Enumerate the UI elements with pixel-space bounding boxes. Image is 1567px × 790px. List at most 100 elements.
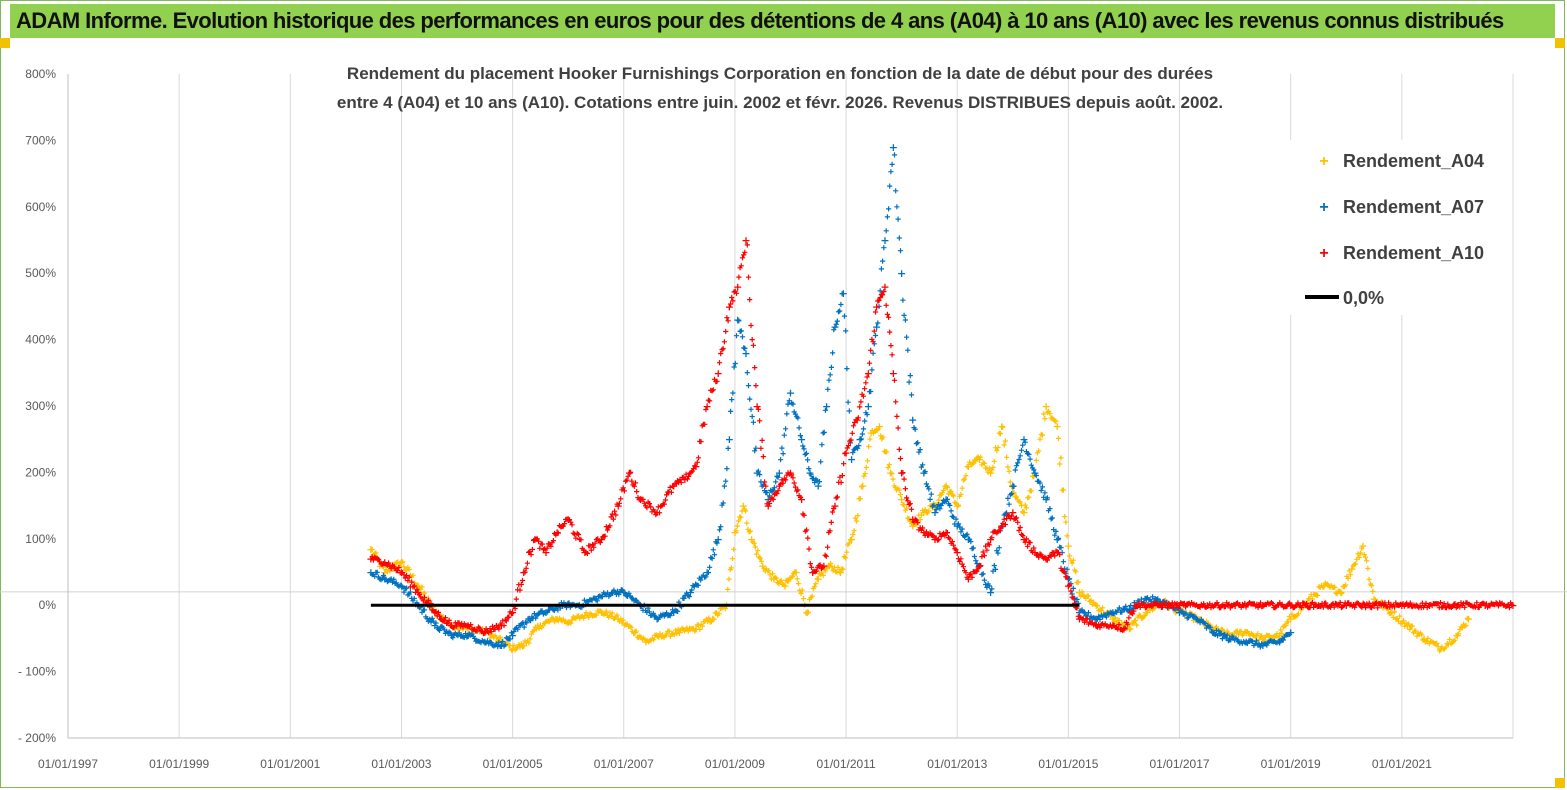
- data-point: +: [858, 480, 867, 493]
- data-point: +: [797, 433, 806, 446]
- banner-title: ADAM Informe. Evolution historique des p…: [10, 4, 1555, 38]
- data-point: +: [830, 500, 839, 513]
- data-point: +: [1030, 466, 1039, 479]
- data-point: +: [822, 400, 831, 413]
- data-point: +: [1019, 506, 1028, 519]
- data-point: +: [825, 559, 834, 572]
- data-point: +: [808, 566, 817, 579]
- data-point: +: [886, 466, 895, 479]
- data-point: +: [591, 593, 600, 606]
- x-tick-label: 01/01/2007: [594, 757, 654, 771]
- legend-label-zero: 0,0%: [1343, 288, 1384, 308]
- data-point: +: [841, 446, 850, 459]
- data-point: +: [1175, 606, 1184, 619]
- data-point: +: [519, 639, 528, 652]
- data-point: +: [953, 546, 962, 559]
- data-point: +: [430, 606, 439, 619]
- data-point: +: [430, 619, 439, 632]
- y-tick-label: 400%: [25, 333, 56, 347]
- data-point: +: [1042, 400, 1051, 413]
- legend-label-a04: Rendement_A04: [1343, 151, 1484, 171]
- data-point: +: [464, 622, 473, 635]
- data-point: +: [686, 586, 695, 599]
- data-point: +: [753, 400, 762, 413]
- legend-marker-a10: +: [1319, 245, 1328, 262]
- data-point: +: [908, 413, 917, 426]
- data-point: +: [366, 566, 375, 579]
- data-point: +: [447, 629, 456, 642]
- data-point: +: [380, 566, 389, 579]
- data-point: +: [1158, 596, 1167, 609]
- series-layer: ++++++ + +++ +++ ++ +++++ + +++++++++++++++++++…: [366, 141, 1517, 655]
- data-point: +: [714, 367, 723, 380]
- data-point: +: [1130, 599, 1139, 612]
- grid-layer: [0, 74, 1567, 738]
- data-point: +: [741, 347, 750, 360]
- x-tick-label: 01/01/2017: [1150, 757, 1210, 771]
- data-point: +: [739, 500, 748, 513]
- data-point: +: [1336, 586, 1345, 599]
- data-point: +: [414, 579, 423, 592]
- data-point: +: [614, 500, 623, 513]
- data-point: +: [1053, 533, 1062, 546]
- data-point: +: [1008, 506, 1017, 519]
- data-point: +: [1303, 596, 1312, 609]
- data-point: +: [875, 420, 884, 433]
- data-point: +: [847, 453, 856, 466]
- banner-corner-right: [1555, 38, 1565, 48]
- data-point: +: [380, 556, 389, 569]
- data-point: +: [1108, 612, 1117, 625]
- data-point: +: [864, 367, 873, 380]
- data-point: +: [1369, 593, 1378, 606]
- data-point: +: [775, 480, 784, 493]
- x-tick-label: 01/01/2013: [927, 757, 987, 771]
- data-point: +: [1258, 632, 1267, 645]
- data-point: +: [1481, 599, 1490, 612]
- data-point: +: [725, 433, 734, 446]
- data-point: +: [880, 234, 889, 247]
- data-point: +: [675, 626, 684, 639]
- legend-label-a07: Rendement_A07: [1343, 197, 1484, 217]
- data-point: +: [814, 480, 823, 493]
- data-point: +: [630, 626, 639, 639]
- data-point: +: [1286, 626, 1295, 639]
- data-point: +: [480, 626, 489, 639]
- data-point: +: [753, 466, 762, 479]
- data-point: +: [919, 526, 928, 539]
- data-point: +: [819, 559, 828, 572]
- y-tick-label: 600%: [25, 200, 56, 214]
- x-tick-label: 01/01/1999: [149, 757, 209, 771]
- data-point: +: [964, 573, 973, 586]
- data-point: +: [758, 559, 767, 572]
- data-point: +: [1208, 626, 1217, 639]
- data-point: +: [597, 533, 606, 546]
- data-point: +: [730, 526, 739, 539]
- x-tick-label: 01/01/2009: [705, 757, 765, 771]
- x-tick-label: 01/01/2001: [260, 757, 320, 771]
- data-point: +: [986, 533, 995, 546]
- data-point: +: [930, 506, 939, 519]
- legend-marker-a07: +: [1319, 199, 1328, 216]
- data-point: +: [1175, 599, 1184, 612]
- data-point: +: [880, 280, 889, 293]
- data-point: +: [1358, 539, 1367, 552]
- data-point: +: [780, 579, 789, 592]
- data-point: +: [1419, 632, 1428, 645]
- data-point: +: [775, 466, 784, 479]
- y-tick-label: 300%: [25, 399, 56, 413]
- x-tick-label: 01/01/2003: [371, 757, 431, 771]
- chart-title-line-1: Rendement du placement Hooker Furnishing…: [347, 64, 1213, 83]
- y-tick-label: 500%: [25, 266, 56, 280]
- chart-title-line-2: entre 4 (A04) et 10 ans (A10). Cotations…: [337, 93, 1223, 112]
- data-point: +: [1369, 599, 1378, 612]
- data-point: +: [625, 466, 634, 479]
- data-point: +: [786, 387, 795, 400]
- data-point: +: [805, 466, 814, 479]
- x-tick-label: 01/01/2011: [816, 757, 875, 771]
- data-point: +: [1275, 629, 1284, 642]
- data-point: +: [1286, 599, 1295, 612]
- data-point: +: [1125, 603, 1134, 616]
- data-point: +: [1508, 599, 1517, 612]
- data-point: +: [997, 420, 1006, 433]
